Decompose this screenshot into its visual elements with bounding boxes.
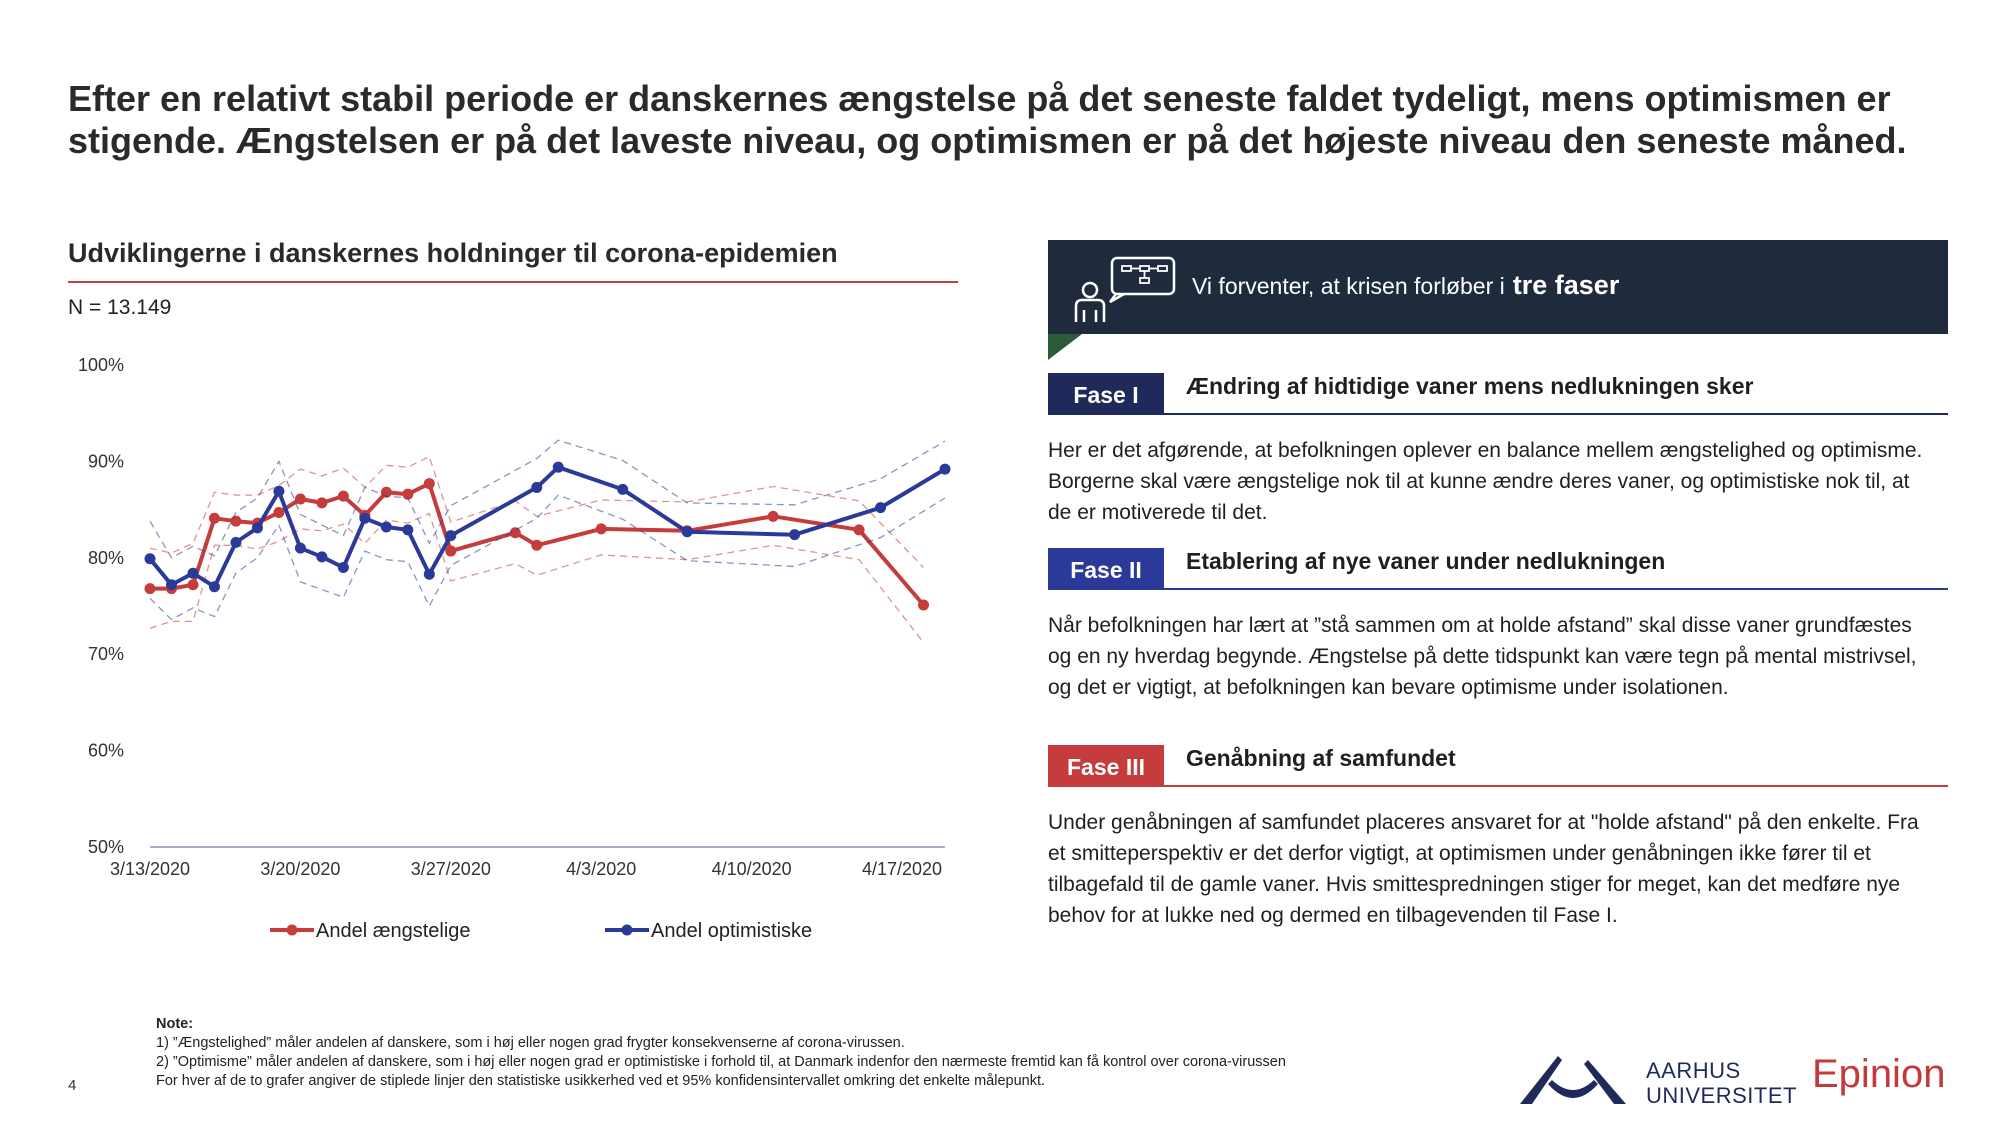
data-point (165, 579, 177, 591)
data-point (939, 463, 951, 475)
banner-strong: tre faser (1512, 270, 1620, 300)
banner-tail (1048, 334, 1082, 360)
data-point (402, 524, 414, 536)
data-point (230, 515, 242, 527)
data-point (187, 567, 199, 579)
notes-title: Note: (156, 1016, 194, 1032)
ci-upper-line (149, 439, 946, 559)
epinion-logo: Epinion (1812, 1052, 1946, 1096)
line-chart: 50% 60% 70% 80% 90% 100% 3/13/2020 3/20/2020 3/2… (78, 355, 951, 942)
ci-lower-line (149, 512, 925, 643)
data-point (208, 581, 220, 593)
x-tick-label: 4/17/2020 (862, 859, 942, 879)
data-point (918, 599, 930, 611)
y-tick-label: 100% (78, 355, 124, 375)
phase-2-body: Når befolkningen har lært at ”stå sammen… (1048, 614, 1917, 699)
phase-3-body: Under genåbningen af samfundet placeres … (1048, 811, 1919, 927)
data-point (531, 481, 543, 493)
data-point (552, 461, 564, 473)
note-line-3: For hver af de to grafer angiver de stip… (156, 1073, 1046, 1089)
y-tick-label: 60% (88, 741, 124, 761)
aarhus-universitet-logo-icon (1520, 1056, 1626, 1104)
y-tick-label: 50% (88, 837, 124, 857)
x-tick-label: 4/10/2020 (712, 859, 792, 879)
phase-3: Fase III Genåbning af samfundet Under ge… (1048, 745, 1948, 931)
data-point (294, 542, 306, 554)
phase-1-body: Her er det afgørende, at befolkningen op… (1048, 439, 1923, 524)
note-line-1: 1) ”Ængstelighed” måler andelen af dansk… (156, 1035, 905, 1051)
y-tick-label: 90% (88, 451, 124, 471)
data-point (445, 545, 457, 557)
phase-2-rule (1164, 588, 1948, 590)
data-point (316, 551, 328, 563)
phase-2: Fase II Etablering af nye vaner under ne… (1048, 548, 1948, 703)
presenter-icon (1074, 256, 1176, 322)
phase-1-badge: Fase I (1048, 373, 1164, 415)
note-line-2: 2) ”Optimisme” måler andelen af danskere… (156, 1054, 1286, 1070)
x-tick-label: 3/20/2020 (260, 859, 340, 879)
notes: Note: 1) ”Ængstelighed” måler andelen af… (156, 1015, 1286, 1091)
legend-label: Andel optimistiske (651, 920, 812, 942)
y-tick-label: 70% (88, 644, 124, 664)
phase-2-title: Etablering af nye vaner under nedlukning… (1186, 548, 1666, 574)
data-point (445, 530, 457, 542)
chart-title: Udviklingerne i danskernes holdninger ti… (68, 238, 958, 283)
y-tick-label: 80% (88, 548, 124, 568)
data-point (509, 527, 521, 539)
data-point (875, 502, 887, 514)
x-tick-label: 3/27/2020 (411, 859, 491, 879)
data-point (595, 523, 607, 535)
data-point (681, 526, 693, 538)
data-point (187, 579, 199, 591)
data-point (273, 506, 285, 518)
au-line-1: AARHUS (1646, 1058, 1741, 1083)
data-point (531, 539, 543, 551)
data-point (423, 568, 435, 580)
data-point (789, 529, 801, 541)
data-point (294, 493, 306, 505)
data-point (273, 485, 285, 497)
headline: Efter en relativt stabil periode er dans… (68, 78, 1907, 161)
legend-marker (286, 924, 298, 936)
data-point (337, 561, 349, 573)
phase-1-title: Ændring af hidtidige vaner mens nedlukni… (1186, 373, 1754, 399)
data-point (380, 521, 392, 533)
data-point (767, 510, 779, 522)
data-point (853, 524, 865, 536)
legend-marker (621, 924, 633, 936)
data-point (230, 536, 242, 548)
x-tick-label: 4/3/2020 (566, 859, 636, 879)
data-point (208, 512, 220, 524)
data-point (316, 497, 328, 509)
data-point (337, 490, 349, 502)
data-point (144, 583, 156, 595)
au-line-2: UNIVERSITET (1646, 1083, 1797, 1108)
banner-lead: Vi forventer, at krisen forløber i (1192, 273, 1505, 299)
data-point (251, 522, 263, 534)
data-point (617, 483, 629, 495)
phase-3-title: Genåbning af samfundet (1186, 745, 1456, 771)
data-point (144, 553, 156, 565)
au-wordmark: AARHUS UNIVERSITET (1646, 1058, 1797, 1108)
data-point (423, 478, 435, 490)
phase-2-badge: Fase II (1048, 548, 1164, 590)
x-tick-label: 3/13/2020 (110, 859, 190, 879)
ci-upper-line (149, 455, 924, 568)
ci-lower-line (149, 494, 946, 621)
phase-3-badge: Fase III (1048, 745, 1164, 787)
banner-text: Vi forventer, at krisen forløber i tre fa… (1192, 270, 1619, 301)
data-point (402, 488, 414, 500)
legend-label: Andel ængstelige (316, 920, 471, 942)
page-number: 4 (68, 1077, 77, 1094)
phase-1-rule (1164, 413, 1948, 415)
phase-3-rule (1164, 785, 1948, 787)
sample-size-label: N = 13.149 (68, 296, 172, 319)
series-line (148, 465, 947, 589)
data-point (359, 512, 371, 524)
series-line (150, 481, 926, 607)
phases-banner: Vi forventer, at krisen forløber i tre fa… (1048, 240, 1948, 334)
phase-1: Fase I Ændring af hidtidige vaner mens n… (1048, 373, 1948, 528)
